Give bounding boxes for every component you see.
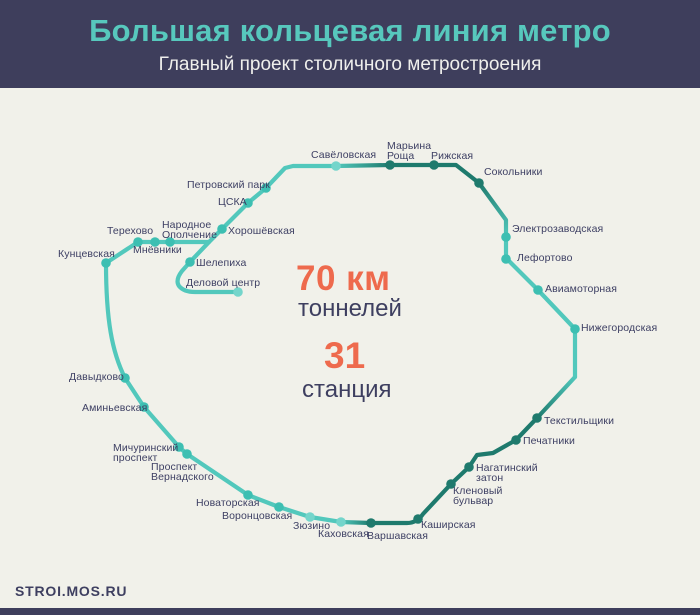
header: Большая кольцевая линия метро Главный пр… (0, 0, 700, 88)
line-segment-north-east-dark (387, 162, 482, 186)
station-dot (182, 449, 192, 459)
station-dot (429, 160, 439, 170)
line-segment-west-arc (103, 163, 344, 525)
station-dot (150, 237, 160, 247)
station-dot (217, 224, 227, 234)
station-dot (174, 442, 184, 452)
station-dot (305, 512, 315, 522)
station-dot (570, 324, 580, 334)
station-dot (501, 254, 511, 264)
station-dot (233, 287, 243, 297)
station-dot (385, 160, 395, 170)
line-segment-south-transition (338, 519, 374, 526)
page-subtitle: Главный проект столичного метростроения (158, 53, 542, 75)
station-dot (101, 258, 111, 268)
station-dot (331, 161, 341, 171)
stations-count-value: 31 (324, 335, 366, 376)
station-dot (511, 435, 521, 445)
station-dot (139, 402, 149, 412)
station-dot (501, 232, 511, 242)
station-dot (165, 237, 175, 247)
station-dot (243, 198, 253, 208)
station-dot (366, 518, 376, 528)
stations-count-label: станция (302, 376, 392, 403)
station-dot (336, 517, 346, 527)
bottom-bar (0, 608, 700, 615)
station-dot (261, 183, 271, 193)
station-dot (133, 237, 143, 247)
station-dot (474, 178, 484, 188)
station-dot (120, 373, 130, 383)
station-dot (464, 462, 474, 472)
page-title: Большая кольцевая линия метро (89, 12, 611, 48)
line-segment-south-east-dark (368, 415, 540, 526)
station-dot (446, 479, 456, 489)
line-segment-se-transition (534, 374, 578, 421)
station-dot (274, 502, 284, 512)
station-dot (413, 514, 423, 524)
tunnels-length-label: тоннелей (298, 295, 402, 322)
tunnels-length-value: 70 км (296, 259, 391, 298)
site-logo: STROI.MOS.RU (15, 583, 128, 599)
line-segment-ne-transition (476, 180, 509, 240)
line-segment-top-transition (333, 162, 393, 169)
station-dot (532, 413, 542, 423)
line-segment-east-arc (503, 234, 578, 380)
station-dot (243, 490, 253, 500)
line-segment-business-center-branch (175, 239, 241, 295)
station-dot (533, 285, 543, 295)
station-dot (185, 257, 195, 267)
